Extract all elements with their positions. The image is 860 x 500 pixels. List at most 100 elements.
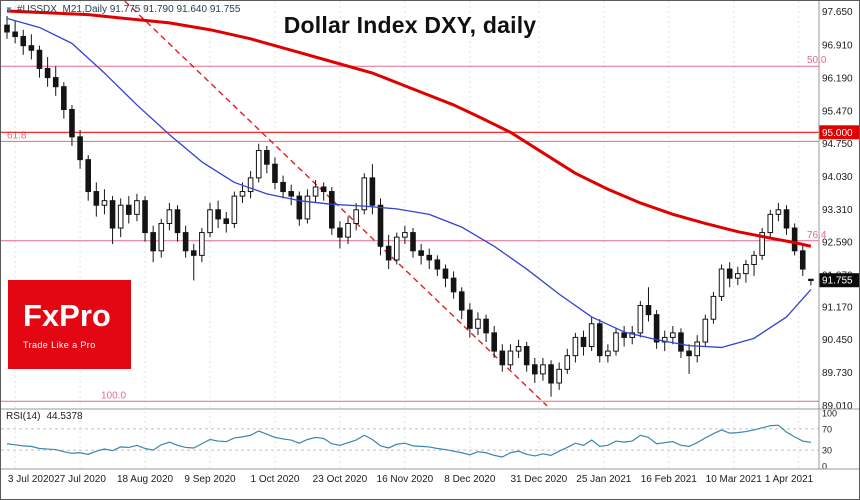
rsi-panel[interactable] xyxy=(1,409,819,469)
price-axis[interactable] xyxy=(819,1,860,469)
candle xyxy=(393,236,400,261)
fib-retracement[interactable]: 50.0 61.8 76.4 100.0 xyxy=(1,55,827,402)
candle xyxy=(799,250,806,270)
candle xyxy=(402,232,408,238)
candle xyxy=(670,332,676,338)
candle xyxy=(61,86,67,110)
candle xyxy=(142,200,148,234)
candle xyxy=(369,177,376,206)
candle xyxy=(150,232,156,252)
rsi-axis-label: 30 xyxy=(822,446,832,456)
price-axis-label: 94.030 xyxy=(822,172,853,183)
date-label: 16 Nov 2020 xyxy=(377,474,434,485)
candle xyxy=(540,364,546,375)
candle xyxy=(361,177,368,211)
trendline[interactable] xyxy=(124,1,548,407)
candle xyxy=(12,31,18,38)
symbol-dropdown-icon[interactable]: ▼ xyxy=(5,4,13,14)
date-label: 16 Feb 2021 xyxy=(641,474,698,485)
candle xyxy=(117,204,124,229)
candle xyxy=(69,108,75,138)
rsi-plot: 100 70 30 0 xyxy=(1,409,837,472)
candle xyxy=(296,195,303,220)
current-price-badge-text: 91.755 xyxy=(822,276,853,287)
rsi-axis-label: 70 xyxy=(822,424,832,434)
symbol-ohlc-text: #USSDX_M21,Daily 91.775 91.790 91.640 91… xyxy=(16,4,241,15)
candle xyxy=(645,305,652,316)
candle xyxy=(223,218,230,224)
date-label: 3 Jul 2020 xyxy=(8,474,55,485)
candle xyxy=(52,77,59,88)
price-axis-label: 93.310 xyxy=(822,205,853,216)
candle xyxy=(377,204,384,247)
candle xyxy=(207,209,213,234)
date-label: 31 Dec 2020 xyxy=(511,474,568,485)
candle xyxy=(743,263,749,275)
fib-label: 50.0 xyxy=(807,55,827,66)
candle xyxy=(532,364,538,375)
price-axis-label: 95.470 xyxy=(822,106,853,117)
candle xyxy=(621,332,627,338)
candle xyxy=(272,163,278,183)
candle xyxy=(767,213,774,234)
candle xyxy=(637,305,644,334)
fib-label: 61.8 xyxy=(7,130,27,141)
ma-fast-line xyxy=(6,17,812,349)
candle xyxy=(783,209,790,229)
candle xyxy=(288,191,294,197)
date-label: 9 Sep 2020 xyxy=(184,474,236,485)
candle xyxy=(442,268,449,279)
candle xyxy=(353,209,359,224)
candle xyxy=(426,254,433,261)
fib-label: 100.0 xyxy=(101,390,126,401)
candle xyxy=(174,209,181,234)
candle xyxy=(499,350,506,366)
candle xyxy=(483,318,489,334)
symbol-info: ▼ #USSDX_M21,Daily 91.775 91.790 91.640 … xyxy=(5,4,240,15)
rsi-axis-label: 100 xyxy=(822,409,837,419)
candle xyxy=(320,186,327,193)
chart-title: Dollar Index DXY, daily xyxy=(283,12,537,38)
price-axis-label: 89.010 xyxy=(822,401,853,412)
candle xyxy=(109,200,116,229)
candle xyxy=(312,186,319,197)
candle xyxy=(588,323,595,348)
time-axis[interactable] xyxy=(1,469,860,500)
candle xyxy=(564,355,571,370)
candle xyxy=(702,318,709,343)
candle xyxy=(686,350,692,357)
candle xyxy=(434,259,441,270)
candle xyxy=(77,136,83,161)
date-label: 1 Apr 2021 xyxy=(765,474,814,485)
candle xyxy=(808,278,814,282)
candle xyxy=(751,254,757,265)
candle xyxy=(596,323,603,357)
candle xyxy=(710,295,717,320)
rsi-axis-label: 0 xyxy=(822,462,827,472)
candle xyxy=(239,191,246,197)
candle xyxy=(491,332,497,352)
candle xyxy=(735,273,741,279)
date-label: 8 Dec 2020 xyxy=(444,474,496,485)
candle xyxy=(215,209,221,220)
candle xyxy=(231,195,238,224)
candle xyxy=(126,204,132,215)
candle xyxy=(93,191,100,206)
grid-lines xyxy=(14,1,800,469)
fxpro-logo: FxPro Trade Like a Pro xyxy=(8,280,131,369)
candle xyxy=(36,49,43,69)
candle xyxy=(418,250,424,256)
candle xyxy=(475,318,481,329)
candle xyxy=(580,336,587,348)
candle xyxy=(20,36,27,47)
candle xyxy=(247,177,254,193)
price-axis-label: 94.750 xyxy=(822,139,853,150)
candle xyxy=(329,191,335,229)
candle xyxy=(85,159,92,193)
price-axis-label: 89.730 xyxy=(822,368,853,379)
price-axis-label: 91.170 xyxy=(822,302,853,313)
price-level-badge xyxy=(819,125,859,140)
candle xyxy=(629,332,636,338)
candle xyxy=(507,350,514,366)
